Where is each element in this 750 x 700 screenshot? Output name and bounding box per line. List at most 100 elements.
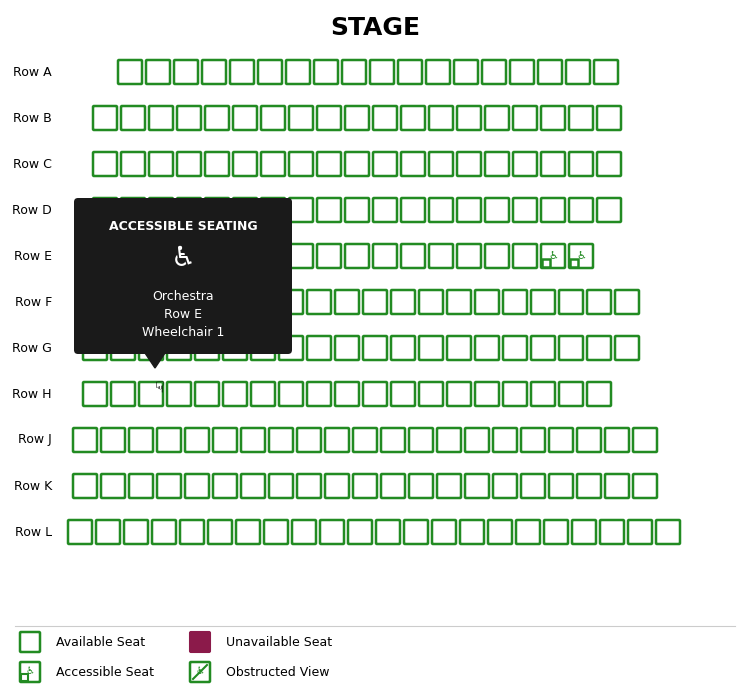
FancyBboxPatch shape [73,474,97,498]
FancyBboxPatch shape [157,428,181,452]
Bar [21,674,28,681]
FancyBboxPatch shape [465,474,489,498]
FancyBboxPatch shape [432,520,456,544]
FancyBboxPatch shape [317,106,341,130]
FancyBboxPatch shape [292,520,316,544]
FancyBboxPatch shape [370,60,394,84]
FancyBboxPatch shape [391,382,415,406]
FancyBboxPatch shape [93,198,117,222]
FancyBboxPatch shape [404,520,428,544]
FancyBboxPatch shape [157,474,181,498]
FancyBboxPatch shape [429,244,453,268]
Text: Row K: Row K [13,480,52,493]
FancyBboxPatch shape [493,474,517,498]
FancyBboxPatch shape [513,198,537,222]
Text: Row L: Row L [15,526,52,538]
FancyBboxPatch shape [111,290,135,314]
FancyBboxPatch shape [190,632,210,652]
FancyBboxPatch shape [559,290,583,314]
FancyBboxPatch shape [345,198,369,222]
FancyBboxPatch shape [205,152,229,176]
FancyBboxPatch shape [93,244,117,268]
FancyBboxPatch shape [401,244,425,268]
FancyBboxPatch shape [230,60,254,84]
FancyBboxPatch shape [373,152,397,176]
FancyBboxPatch shape [605,428,629,452]
FancyBboxPatch shape [419,382,443,406]
FancyBboxPatch shape [195,382,219,406]
FancyBboxPatch shape [401,152,425,176]
Text: Accessible Seat: Accessible Seat [56,666,154,678]
Text: Row F: Row F [15,295,52,309]
FancyBboxPatch shape [314,60,338,84]
FancyBboxPatch shape [559,336,583,360]
FancyBboxPatch shape [185,428,209,452]
FancyBboxPatch shape [261,198,285,222]
FancyBboxPatch shape [587,336,611,360]
FancyBboxPatch shape [124,520,148,544]
FancyBboxPatch shape [429,152,453,176]
FancyBboxPatch shape [68,520,92,544]
FancyBboxPatch shape [429,106,453,130]
FancyBboxPatch shape [317,198,341,222]
FancyBboxPatch shape [251,290,275,314]
FancyBboxPatch shape [457,106,481,130]
FancyBboxPatch shape [549,428,573,452]
FancyBboxPatch shape [485,152,509,176]
FancyBboxPatch shape [236,520,260,544]
FancyBboxPatch shape [139,336,163,360]
FancyBboxPatch shape [286,60,310,84]
FancyBboxPatch shape [20,632,40,652]
FancyBboxPatch shape [208,520,232,544]
FancyBboxPatch shape [541,198,565,222]
FancyBboxPatch shape [233,106,257,130]
Text: Row E: Row E [14,249,52,262]
FancyBboxPatch shape [167,336,191,360]
FancyBboxPatch shape [20,662,40,682]
FancyBboxPatch shape [513,152,537,176]
FancyBboxPatch shape [177,198,201,222]
FancyBboxPatch shape [177,106,201,130]
FancyBboxPatch shape [96,520,120,544]
FancyBboxPatch shape [391,290,415,314]
FancyBboxPatch shape [261,244,285,268]
Text: Orchestra: Orchestra [152,290,214,303]
Text: Row B: Row B [13,111,52,125]
Text: Row D: Row D [12,204,52,216]
FancyBboxPatch shape [205,198,229,222]
FancyBboxPatch shape [503,382,527,406]
FancyBboxPatch shape [317,152,341,176]
FancyBboxPatch shape [531,336,555,360]
FancyBboxPatch shape [569,106,593,130]
Text: STAGE: STAGE [330,16,420,40]
FancyBboxPatch shape [409,474,433,498]
FancyBboxPatch shape [233,244,257,268]
FancyBboxPatch shape [398,60,422,84]
FancyBboxPatch shape [541,106,565,130]
FancyBboxPatch shape [353,474,377,498]
FancyBboxPatch shape [139,382,163,406]
FancyBboxPatch shape [325,428,349,452]
FancyBboxPatch shape [233,198,257,222]
FancyBboxPatch shape [241,474,265,498]
FancyBboxPatch shape [297,428,321,452]
FancyBboxPatch shape [345,106,369,130]
FancyBboxPatch shape [401,198,425,222]
FancyBboxPatch shape [559,382,583,406]
FancyBboxPatch shape [195,336,219,360]
FancyBboxPatch shape [174,60,198,84]
FancyBboxPatch shape [101,428,125,452]
FancyBboxPatch shape [513,106,537,130]
FancyBboxPatch shape [129,474,153,498]
FancyBboxPatch shape [202,60,226,84]
FancyBboxPatch shape [510,60,534,84]
Text: ♿: ♿ [196,666,204,676]
FancyBboxPatch shape [335,336,359,360]
Polygon shape [143,350,167,368]
FancyBboxPatch shape [223,290,247,314]
FancyBboxPatch shape [569,198,593,222]
FancyBboxPatch shape [409,428,433,452]
Text: ACCESSIBLE SEATING: ACCESSIBLE SEATING [109,220,257,233]
FancyBboxPatch shape [426,60,450,84]
FancyBboxPatch shape [566,60,590,84]
